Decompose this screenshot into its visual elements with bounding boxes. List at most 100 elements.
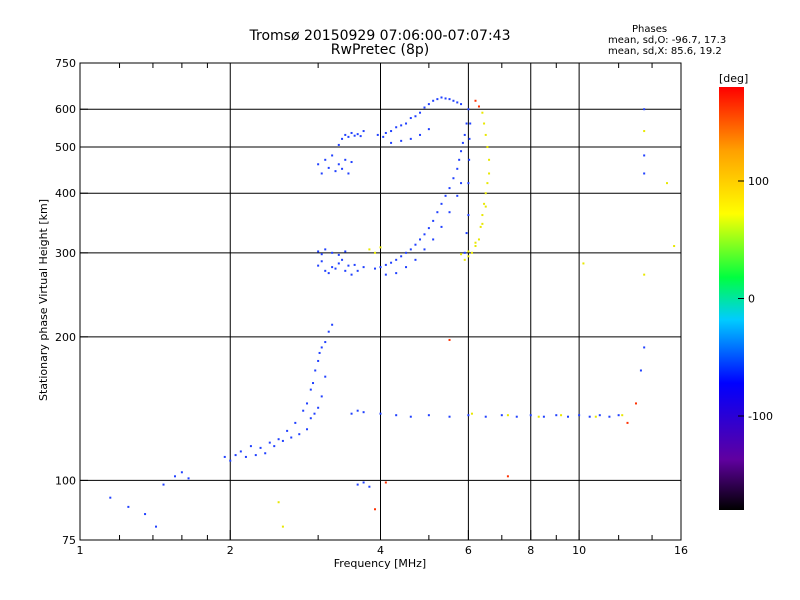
data-point: [419, 238, 422, 241]
data-point: [484, 133, 487, 136]
data-point: [356, 133, 359, 136]
data-point: [440, 202, 443, 205]
data-point: [324, 375, 327, 378]
x-tick-label: 16: [674, 544, 688, 557]
data-point: [409, 248, 412, 251]
data-point: [643, 130, 646, 133]
data-point: [456, 194, 459, 197]
data-point: [362, 130, 365, 133]
stats-title: Phases: [632, 24, 667, 35]
data-point: [379, 266, 382, 269]
data-point: [400, 255, 403, 258]
x-tick-label: 2: [227, 544, 234, 557]
data-point: [608, 415, 611, 418]
data-point: [281, 439, 284, 442]
y-axis-ticks: 75 100 200 300 400 500 600 750: [55, 57, 88, 547]
data-point: [488, 158, 491, 161]
data-point: [324, 248, 327, 251]
data-point: [223, 455, 226, 458]
x-axis-ticks: 1 2 4 6 8 10 16: [77, 63, 688, 557]
data-point: [427, 128, 430, 131]
data-point: [356, 269, 359, 272]
data-point: [436, 98, 439, 101]
data-point: [481, 222, 484, 225]
data-point: [324, 341, 327, 344]
data-point: [468, 137, 471, 140]
data-point: [477, 238, 480, 241]
data-point: [249, 445, 252, 448]
data-point: [384, 273, 387, 276]
data-point: [405, 122, 408, 125]
data-point: [374, 267, 377, 270]
data-point: [460, 182, 463, 185]
data-point: [483, 122, 486, 125]
data-point: [666, 182, 669, 185]
data-point: [173, 475, 176, 478]
data-point: [356, 409, 359, 412]
data-point: [427, 103, 430, 106]
data-point: [488, 172, 491, 175]
data-point: [448, 338, 451, 341]
data-point: [474, 241, 477, 244]
data-point: [317, 163, 320, 166]
data-point: [582, 262, 585, 265]
data-point: [259, 446, 262, 449]
data-point: [298, 433, 301, 436]
data-point: [423, 106, 426, 109]
data-point: [452, 99, 455, 102]
data-point: [643, 172, 646, 175]
y-tick-label: 750: [55, 57, 76, 70]
data-point: [344, 269, 347, 272]
data-point: [317, 406, 320, 409]
data-point: [484, 415, 487, 418]
data-point: [239, 450, 242, 453]
data-point: [362, 481, 365, 484]
data-point: [448, 98, 451, 101]
data-point: [362, 411, 365, 414]
data-point: [400, 139, 403, 142]
data-point: [643, 108, 646, 111]
x-tick-label: 1: [77, 544, 84, 557]
data-point: [341, 137, 344, 140]
data-point: [395, 272, 398, 275]
data-point: [479, 225, 482, 228]
data-point: [529, 414, 532, 417]
data-point: [277, 501, 280, 504]
data-point: [481, 111, 484, 114]
data-point: [341, 167, 344, 170]
data-point: [374, 251, 377, 254]
data-point: [436, 211, 439, 214]
data-point: [320, 395, 323, 398]
data-point: [281, 525, 284, 528]
data-point: [567, 415, 570, 418]
y-tick-label: 500: [55, 141, 76, 154]
data-point: [643, 273, 646, 276]
data-point: [458, 158, 461, 161]
chart-title: Tromsø 20150929 07:06:00-07:07:43: [249, 28, 511, 44]
data-point: [484, 192, 487, 195]
data-point: [440, 225, 443, 228]
data-point: [444, 194, 447, 197]
data-point: [500, 414, 503, 417]
data-point: [474, 245, 477, 248]
data-point: [390, 141, 393, 144]
data-point: [486, 145, 489, 148]
data-point: [470, 412, 473, 415]
data-point: [465, 122, 468, 125]
data-point: [465, 232, 468, 235]
data-point: [405, 266, 408, 269]
data-point: [353, 263, 356, 266]
data-point: [405, 251, 408, 254]
data-point: [331, 154, 334, 157]
data-point: [350, 131, 353, 134]
data-point: [467, 182, 470, 185]
data-point: [127, 505, 130, 508]
data-point: [460, 103, 463, 106]
data-point: [353, 134, 356, 137]
data-point: [344, 250, 347, 253]
data-point: [356, 483, 359, 486]
y-tick-label: 300: [55, 247, 76, 260]
data-point: [626, 421, 629, 424]
x-tick-label: 6: [465, 544, 472, 557]
data-point: [468, 158, 471, 161]
